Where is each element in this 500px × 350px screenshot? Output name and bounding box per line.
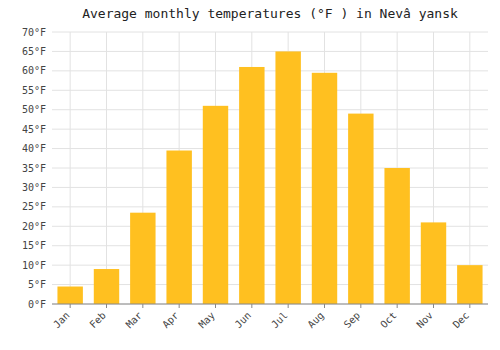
bar xyxy=(166,151,191,304)
x-tick-label: Jul xyxy=(269,310,290,331)
grid-line xyxy=(469,32,470,304)
y-tick-label: 45°F xyxy=(22,124,46,135)
x-tick-label: Oct xyxy=(378,310,399,331)
x-tick xyxy=(324,304,325,308)
y-tick-label: 70°F xyxy=(22,27,46,38)
bar xyxy=(239,67,264,304)
y-tick-label: 0°F xyxy=(28,299,46,310)
chart: Average monthly temperatures (°F ) in Ne… xyxy=(0,0,500,350)
x-tick xyxy=(251,304,252,308)
grid-line xyxy=(52,109,488,110)
bar xyxy=(457,265,482,304)
grid-line xyxy=(52,129,488,130)
bar xyxy=(421,222,446,304)
grid-line xyxy=(52,51,488,52)
y-tick-label: 25°F xyxy=(22,201,46,212)
x-tick xyxy=(397,304,398,308)
bar xyxy=(348,114,373,304)
bar xyxy=(57,287,82,304)
y-tick-label: 35°F xyxy=(22,163,46,174)
x-tick xyxy=(179,304,180,308)
x-tick xyxy=(142,304,143,308)
x-tick-label: Dec xyxy=(451,310,472,331)
x-tick-label: May xyxy=(196,310,217,331)
x-tick xyxy=(215,304,216,308)
grid-line xyxy=(52,206,488,207)
x-tick xyxy=(360,304,361,308)
x-tick-label: Feb xyxy=(87,310,108,331)
y-tick-label: 15°F xyxy=(22,240,46,251)
x-tick-label: Apr xyxy=(160,310,181,331)
x-tick-label: Jan xyxy=(51,310,72,331)
y-tick-label: 50°F xyxy=(22,104,46,115)
bar xyxy=(312,73,337,304)
grid-line xyxy=(52,168,488,169)
bars xyxy=(57,51,482,304)
y-tick-label: 30°F xyxy=(22,182,46,193)
y-tick-label: 20°F xyxy=(22,221,46,232)
y-tick-label: 5°F xyxy=(28,279,46,290)
title: Average monthly temperatures (°F ) in Ne… xyxy=(82,6,458,21)
y-tick-label: 65°F xyxy=(22,46,46,57)
x-tick xyxy=(70,304,71,308)
x-tick-label: Sep xyxy=(342,310,363,331)
y-tick-label: 60°F xyxy=(22,65,46,76)
bar xyxy=(94,269,119,304)
bar xyxy=(275,51,300,304)
x-tick-label: Nov xyxy=(414,310,435,331)
grid-line xyxy=(52,70,488,71)
grid-line xyxy=(52,187,488,188)
x-tick xyxy=(106,304,107,308)
x-tick xyxy=(433,304,434,308)
y-tick-label: 55°F xyxy=(22,85,46,96)
y-tick-label: 40°F xyxy=(22,143,46,154)
x-tick-label: Aug xyxy=(305,310,326,331)
grid-line xyxy=(52,90,488,91)
x-tick xyxy=(469,304,470,308)
grid-line xyxy=(106,32,107,304)
grid-line xyxy=(70,32,71,304)
grid xyxy=(52,32,488,304)
x-tick xyxy=(288,304,289,308)
y-tick-label: 10°F xyxy=(22,260,46,271)
bar xyxy=(130,213,155,304)
grid-line xyxy=(52,148,488,149)
x-axis xyxy=(52,304,488,305)
x-tick-label: Mar xyxy=(124,310,145,331)
bar xyxy=(384,168,409,304)
x-tick-label: Jun xyxy=(233,310,254,331)
bar xyxy=(203,106,228,304)
grid-line xyxy=(52,304,488,305)
grid-line xyxy=(52,32,488,33)
